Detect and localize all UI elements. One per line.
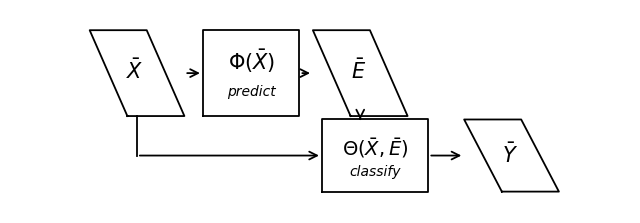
Text: $\bar{Y}$: $\bar{Y}$ — [502, 142, 518, 167]
Polygon shape — [90, 30, 184, 116]
Polygon shape — [322, 120, 428, 192]
Polygon shape — [203, 30, 300, 116]
Polygon shape — [313, 30, 408, 116]
Text: $\Theta(\bar{X}, \bar{E})$: $\Theta(\bar{X}, \bar{E})$ — [342, 136, 408, 160]
Text: predict: predict — [227, 85, 275, 99]
Text: $\bar{E}$: $\bar{E}$ — [351, 58, 366, 83]
Polygon shape — [464, 120, 559, 192]
Text: $\Phi(\bar{X})$: $\Phi(\bar{X})$ — [227, 47, 275, 75]
Text: classify: classify — [349, 165, 401, 179]
Text: $\bar{X}$: $\bar{X}$ — [126, 58, 143, 83]
